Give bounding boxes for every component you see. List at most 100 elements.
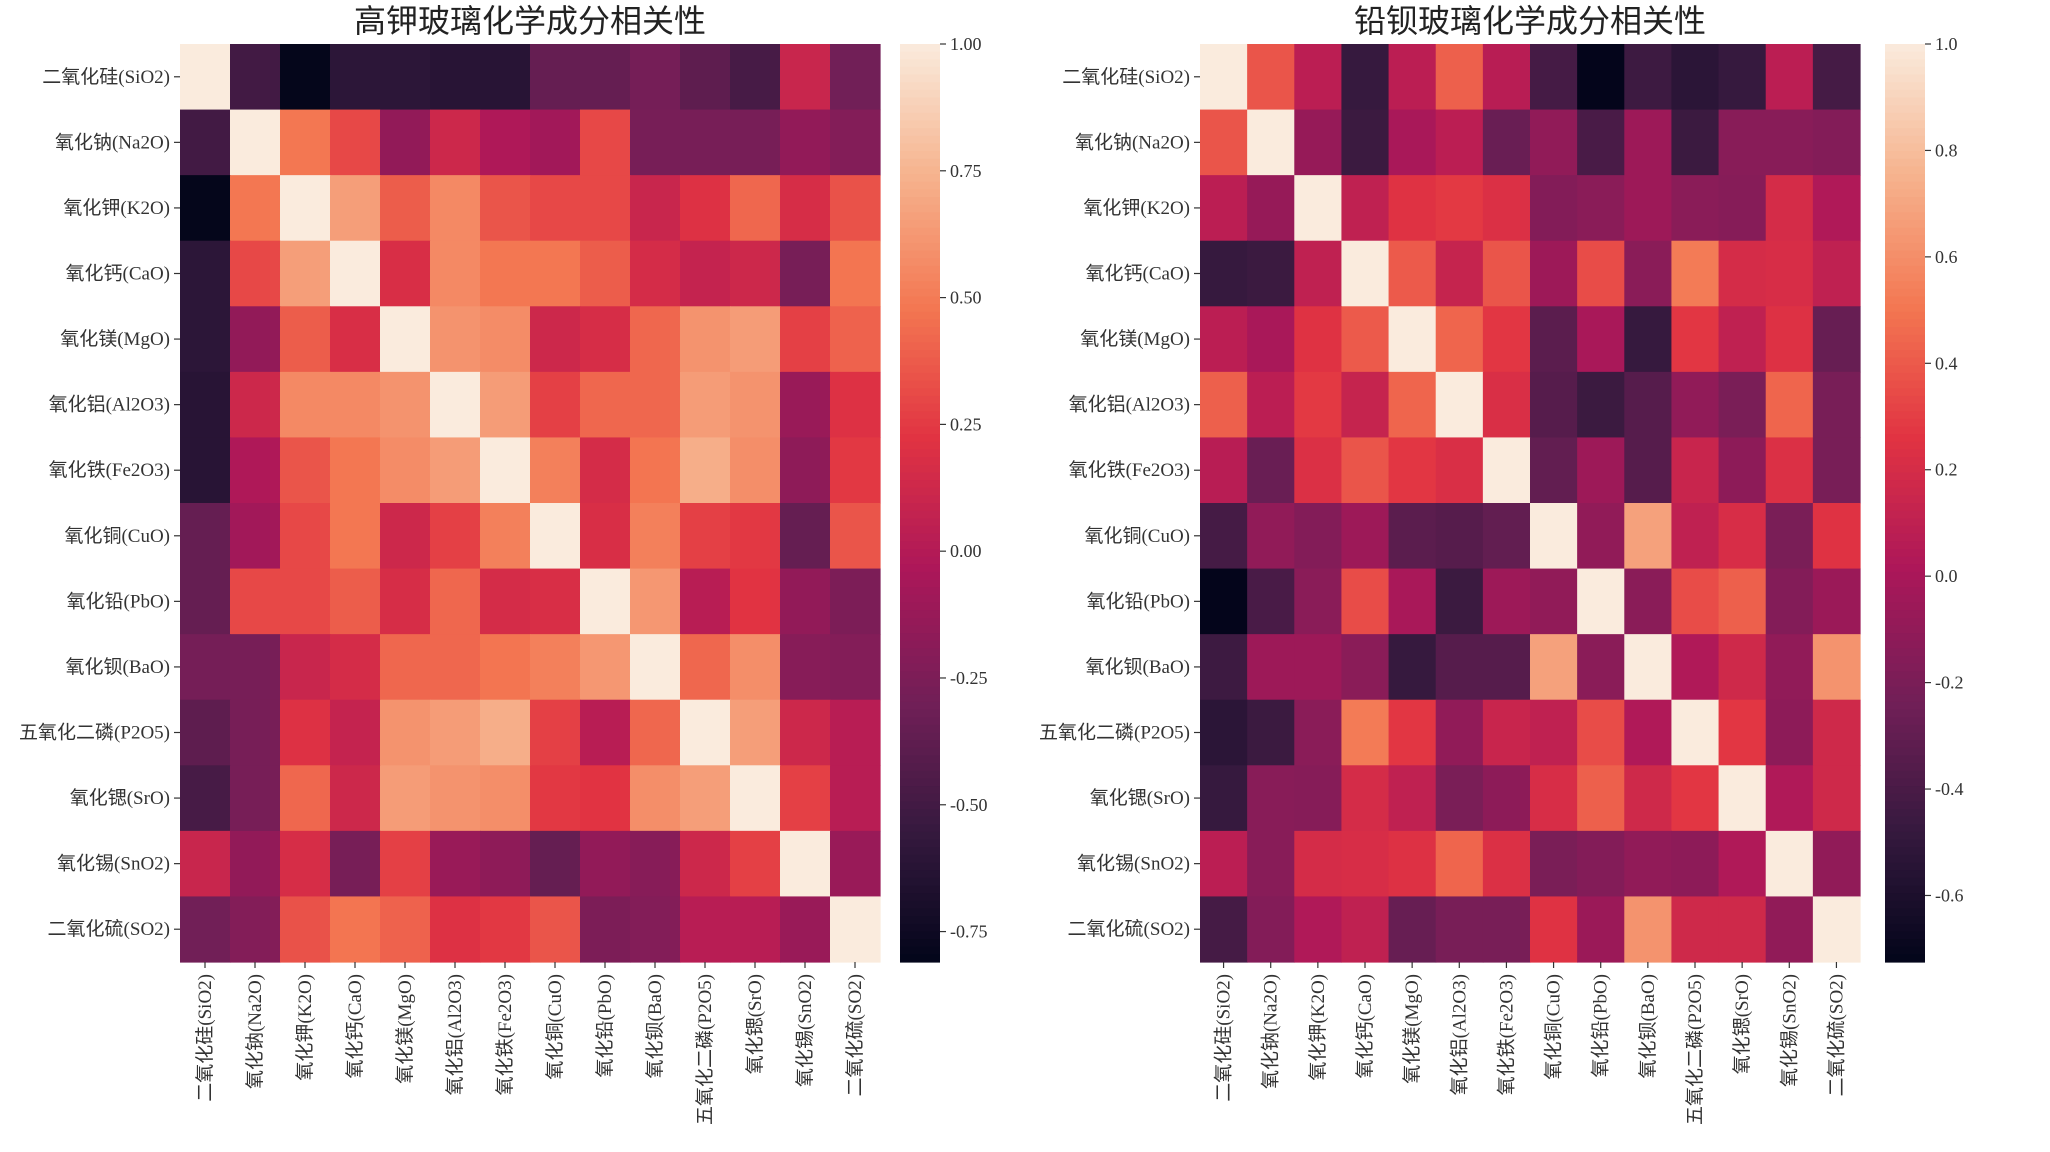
heatmap-cell <box>180 503 231 570</box>
heatmap-cell <box>280 830 331 898</box>
heatmap-cell <box>1812 371 1861 439</box>
heatmap-cell <box>380 306 431 373</box>
heatmap-cell <box>1341 896 1390 963</box>
colorbar-segment <box>1885 235 1925 244</box>
heatmap-cell <box>830 240 881 307</box>
heatmap-cell <box>1435 371 1484 439</box>
colorbar-segment <box>1885 786 1925 795</box>
colorbar-segment <box>900 954 940 963</box>
heatmap-cell <box>1435 634 1484 701</box>
heatmap-cell <box>1294 175 1343 242</box>
heatmap-cell <box>1200 699 1248 766</box>
colorbar-segment <box>900 663 940 672</box>
heatmap-cell <box>830 503 881 570</box>
heatmap-cell <box>1482 109 1531 176</box>
x-tick-label: 氧化铝(Al2O3) <box>1448 974 1470 1095</box>
heatmap-cell <box>580 175 631 242</box>
colorbar-segment <box>900 242 940 252</box>
heatmap-cell <box>1435 240 1484 307</box>
colorbar-segment <box>900 839 940 848</box>
heatmap-cell <box>730 765 781 832</box>
heatmap-cell <box>630 830 681 898</box>
heatmap-cell <box>580 765 631 832</box>
colorbar-segment <box>1885 939 1925 948</box>
y-tick-label: 氧化铜(CuO) <box>1084 525 1190 547</box>
heatmap-cell <box>730 830 781 898</box>
heatmap-cell <box>1577 109 1625 176</box>
heatmap-cell <box>1718 175 1767 242</box>
heatmap-cell <box>1577 306 1625 373</box>
heatmap-cell <box>1200 109 1248 176</box>
heatmap-cell <box>730 568 781 635</box>
colorbar-segment <box>900 128 940 137</box>
heatmap-cell <box>1624 306 1673 373</box>
heatmap-cell <box>330 109 381 176</box>
heatmap-cell <box>530 503 581 570</box>
colorbar-segment <box>900 541 940 550</box>
colorbar-segment <box>900 579 940 588</box>
heatmap-cell <box>1812 44 1861 111</box>
heatmap-cell <box>1530 830 1578 898</box>
colorbar-2: 1.0 0.8 0.6 0.4 0.2 0.0 -0.2 -0.4 -0.6 <box>1885 34 1964 963</box>
colorbar-tick-label: 1.0 <box>1935 34 1958 54</box>
colorbar-segment <box>900 763 940 772</box>
heatmap-cell <box>780 175 831 242</box>
colorbar-1: 1.00 0.75 0.50 0.25 0.00 -0.25 -0.50 -0.75 <box>900 34 988 963</box>
colorbar-segment <box>1885 831 1925 841</box>
heatmap-cell <box>830 830 881 898</box>
x-tick-label: 氧化钠(Na2O) <box>244 974 266 1089</box>
heatmap-cell <box>1765 371 1814 439</box>
x-tick-label: 氧化铅(PbO) <box>594 974 616 1077</box>
heatmap-cell <box>1435 699 1484 766</box>
heatmap-cell <box>1765 896 1814 963</box>
y-tick-label: 氧化锡(SnO2) <box>1077 853 1190 875</box>
heatmap-cell <box>330 830 381 898</box>
heatmap-cell <box>780 765 831 832</box>
heatmap-cell <box>1624 503 1673 570</box>
heatmap-cell <box>1812 830 1861 898</box>
heatmap-cell <box>1718 568 1767 635</box>
heatmap-cell <box>1482 896 1531 963</box>
heatmap-cell <box>1718 765 1767 832</box>
colorbar-segment <box>1885 472 1925 481</box>
heatmap-cell <box>630 896 681 963</box>
heatmap-cell <box>630 568 681 635</box>
heatmap-cell <box>230 503 281 570</box>
colorbar-segment <box>1885 824 1925 833</box>
heatmap-cell <box>830 306 881 373</box>
heatmap-cell <box>1341 568 1390 635</box>
heatmap-cell <box>230 306 281 373</box>
heatmap-cell <box>680 306 731 373</box>
heatmap-cell <box>230 175 281 242</box>
heatmap-cell <box>380 634 431 701</box>
heatmap-cell <box>1388 109 1437 176</box>
heatmap-cell <box>1765 437 1814 504</box>
heatmap-cell <box>1624 437 1673 504</box>
heatmap-cell <box>380 44 431 111</box>
heatmap-cell <box>1530 437 1578 504</box>
colorbar-segment <box>1885 503 1925 512</box>
heatmap-cell <box>1530 896 1578 963</box>
colorbar-segment <box>1885 839 1925 848</box>
heatmap-cell <box>730 634 781 701</box>
heatmap-cell <box>1388 175 1437 242</box>
colorbar-segment <box>1885 709 1925 718</box>
heatmap-cell <box>380 830 431 898</box>
heatmap-cell <box>230 240 281 307</box>
colorbar-segment <box>900 212 940 221</box>
colorbar-segment <box>1885 847 1925 856</box>
heatmap-cell <box>730 306 781 373</box>
colorbar-segment <box>1885 434 1925 443</box>
y-tick-label: 氧化铝(Al2O3) <box>1069 394 1190 416</box>
heatmap-cell <box>780 634 831 701</box>
colorbar-segment <box>900 709 940 718</box>
colorbar-segment <box>900 151 940 160</box>
heatmap-cell <box>680 830 731 898</box>
colorbar-tick-label: -0.4 <box>1935 779 1964 799</box>
heatmap-cell <box>730 437 781 504</box>
colorbar-segment <box>1885 778 1925 787</box>
heatmap-cell <box>430 306 481 373</box>
y-tick-label: 氧化锶(SrO) <box>70 787 170 809</box>
heatmap-cell <box>230 568 281 635</box>
heatmap-cell <box>1624 896 1673 963</box>
